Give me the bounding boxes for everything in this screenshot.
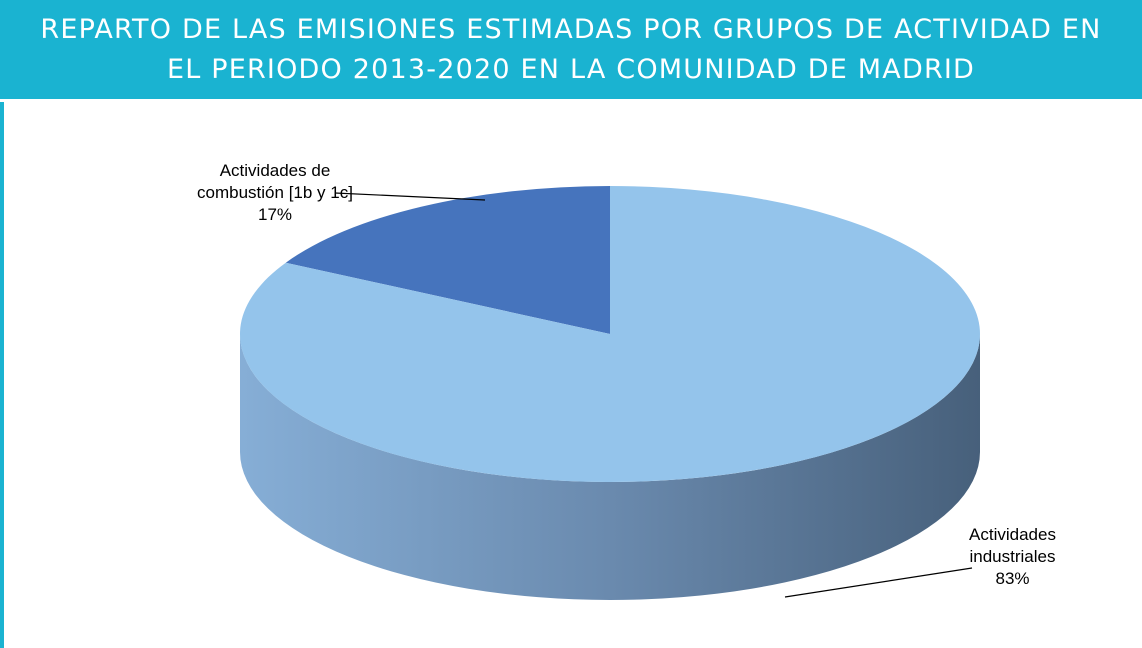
slice-side xyxy=(240,334,980,600)
leader-line xyxy=(334,192,486,201)
data-label: Actividades industriales 83% xyxy=(955,524,1070,590)
label-value: 17% xyxy=(257,205,293,224)
chart-title: REPARTO DE LAS EMISIONES ESTIMADAS POR G… xyxy=(40,13,1102,85)
label-name: Actividades industriales xyxy=(969,525,1056,566)
label-name: Actividades de combustión [1b y 1c] xyxy=(197,161,353,202)
data-label: Actividades de combustión [1b y 1c] 17% xyxy=(195,160,355,226)
header: REPARTO DE LAS EMISIONES ESTIMADAS POR G… xyxy=(0,0,1142,99)
leader-line xyxy=(784,567,973,598)
frame-border xyxy=(0,102,4,648)
slice xyxy=(285,186,610,334)
label-value: 83% xyxy=(995,569,1030,588)
slice xyxy=(240,186,981,483)
